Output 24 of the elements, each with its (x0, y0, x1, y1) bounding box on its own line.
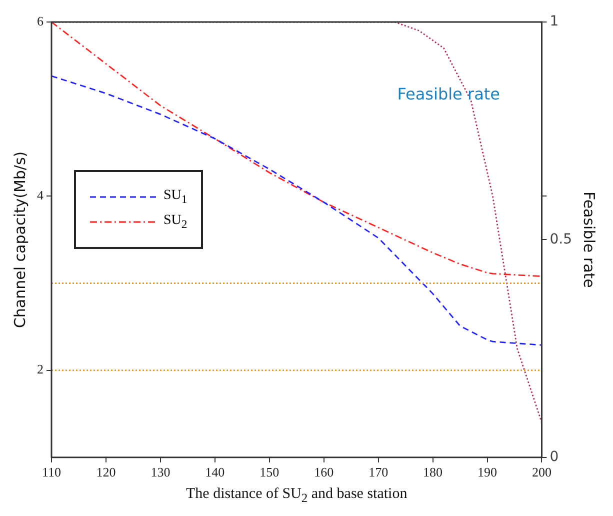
x-tick-label: 110 (42, 464, 62, 480)
legend-label: SU$_{2}$ (164, 213, 188, 232)
x-tick-label: 170 (368, 464, 388, 480)
x-tick-label: 120 (96, 464, 116, 480)
y-axis-title: Channel capacity(Mb/s) (10, 151, 29, 328)
y2-axis-title: Feasible rate (580, 192, 598, 288)
y2-tick-label: 0 (550, 449, 559, 466)
line-series (52, 22, 542, 277)
y2-tick-label: 1 (550, 14, 559, 30)
y-tick-label: 6 (37, 13, 44, 28)
x-tick-label: 180 (423, 464, 443, 480)
x-axis-title: The distance of SU$_{2}$ and base station (186, 486, 408, 506)
x-tick-label: 140 (205, 464, 225, 480)
line-series (52, 75, 542, 346)
y-tick-label: 2 (37, 362, 44, 377)
annotation: Feasible rate (397, 84, 500, 104)
legend-label: SU$_{1}$ (164, 188, 188, 206)
x-tick-label: 130 (150, 464, 170, 480)
y2-tick-label: 0.5 (550, 231, 572, 248)
x-tick-label: 150 (260, 464, 280, 480)
x-tick-label: 190 (478, 464, 498, 480)
x-tick-label: 200 (532, 464, 552, 480)
y-tick-label: 4 (37, 188, 44, 203)
x-tick-label: 160 (314, 464, 334, 480)
